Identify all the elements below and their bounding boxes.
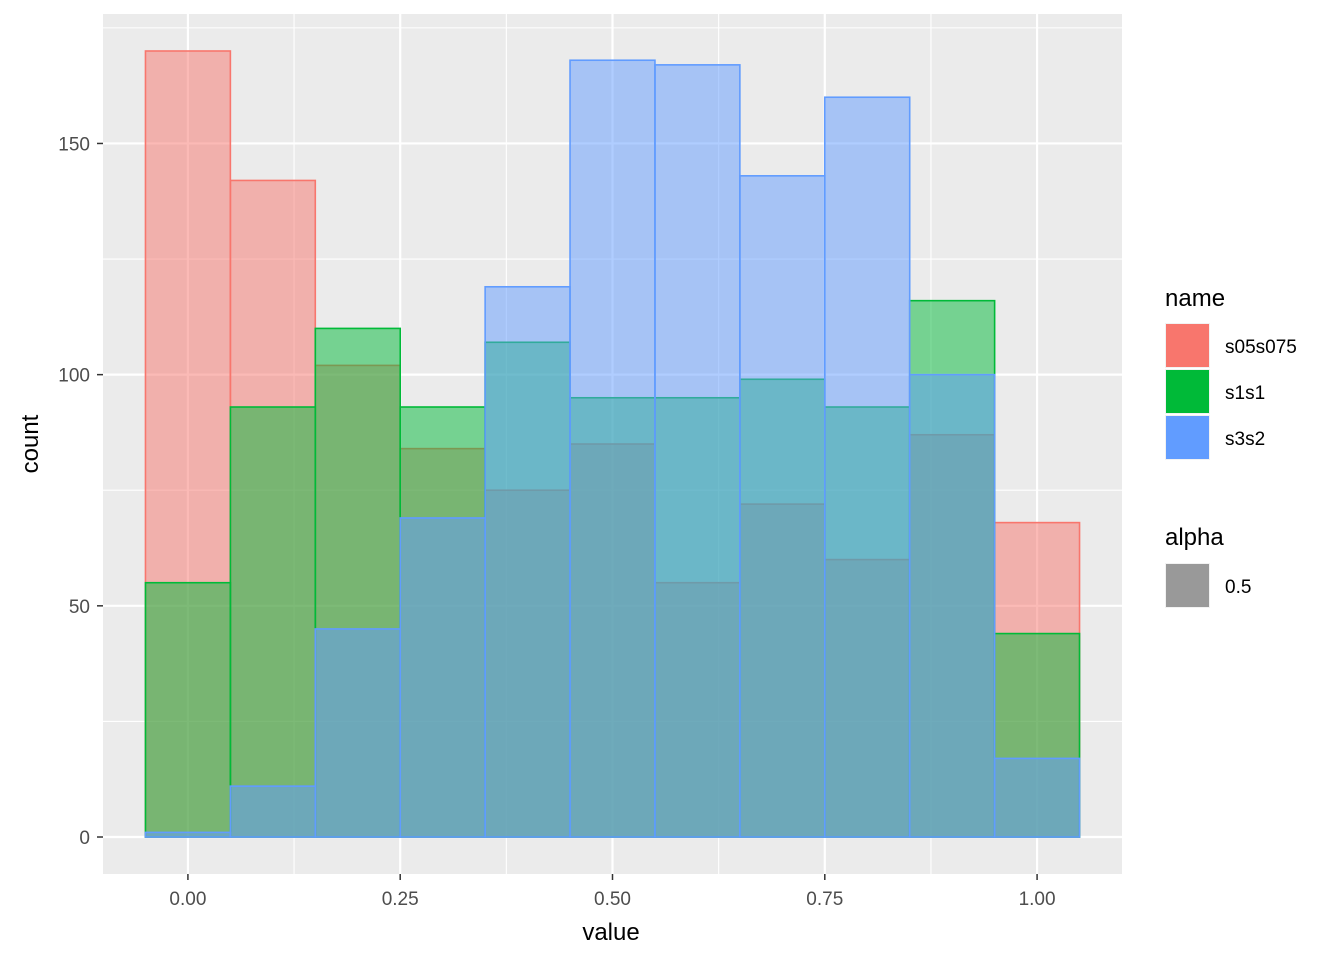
bar-s3s2-10 xyxy=(993,757,1081,838)
series-s3s2 xyxy=(144,59,1081,838)
bar-s3s2-7 xyxy=(739,175,826,838)
x-tick-label: 0.00 xyxy=(169,889,206,910)
y-tick-label: 50 xyxy=(69,597,90,618)
y-tick-label: 0 xyxy=(79,828,90,849)
y-tick-label: 150 xyxy=(58,134,90,155)
legend-title-name: name xyxy=(1165,285,1225,312)
x-tick-label: 0.75 xyxy=(806,889,843,910)
bar-s3s2-4 xyxy=(484,285,571,838)
bar-s3s2-5 xyxy=(569,59,656,838)
bar-s3s2-3 xyxy=(399,517,486,838)
legend-label-s3s2: s3s2 xyxy=(1225,429,1265,450)
bar-s3s2-8 xyxy=(823,96,911,838)
x-tick-label: 0.25 xyxy=(382,889,419,910)
legend: name s05s075 s1s1 s3s2 alpha 0.5 xyxy=(1165,285,1297,608)
legend-name-entries: s05s075 s1s1 s3s2 xyxy=(1165,323,1297,460)
y-axis-title: count xyxy=(17,414,44,473)
x-axis: 0.00 0.25 0.50 0.75 1.00 xyxy=(169,874,1056,910)
bar-s3s2-2 xyxy=(314,628,402,838)
histogram-bars xyxy=(144,50,1081,838)
y-tick-label: 100 xyxy=(58,366,90,387)
bar-s3s2-9 xyxy=(908,373,996,838)
legend-swatch-s1s1 xyxy=(1166,370,1209,413)
x-tick-label: 1.00 xyxy=(1019,889,1056,910)
x-tick-label: 0.50 xyxy=(594,889,631,910)
legend-label-s05s075: s05s075 xyxy=(1225,337,1297,358)
bar-s3s2-0 xyxy=(144,831,232,838)
legend-swatch-s05s075 xyxy=(1166,324,1209,367)
legend-alpha-entries: 0.5 xyxy=(1165,563,1251,608)
bar-s3s2-1 xyxy=(229,785,317,838)
bar-s1s1-0 xyxy=(144,581,232,838)
legend-swatch-s3s2 xyxy=(1166,416,1209,459)
legend-title-alpha: alpha xyxy=(1165,524,1224,551)
legend-label-alpha: 0.5 xyxy=(1225,577,1251,598)
bar-s1s1-1 xyxy=(229,406,317,838)
bar-s3s2-6 xyxy=(654,64,741,838)
y-axis: 0 50 100 150 xyxy=(58,134,103,849)
legend-label-s1s1: s1s1 xyxy=(1225,383,1265,404)
legend-swatch-alpha xyxy=(1166,564,1209,607)
x-axis-title: value xyxy=(582,919,639,946)
